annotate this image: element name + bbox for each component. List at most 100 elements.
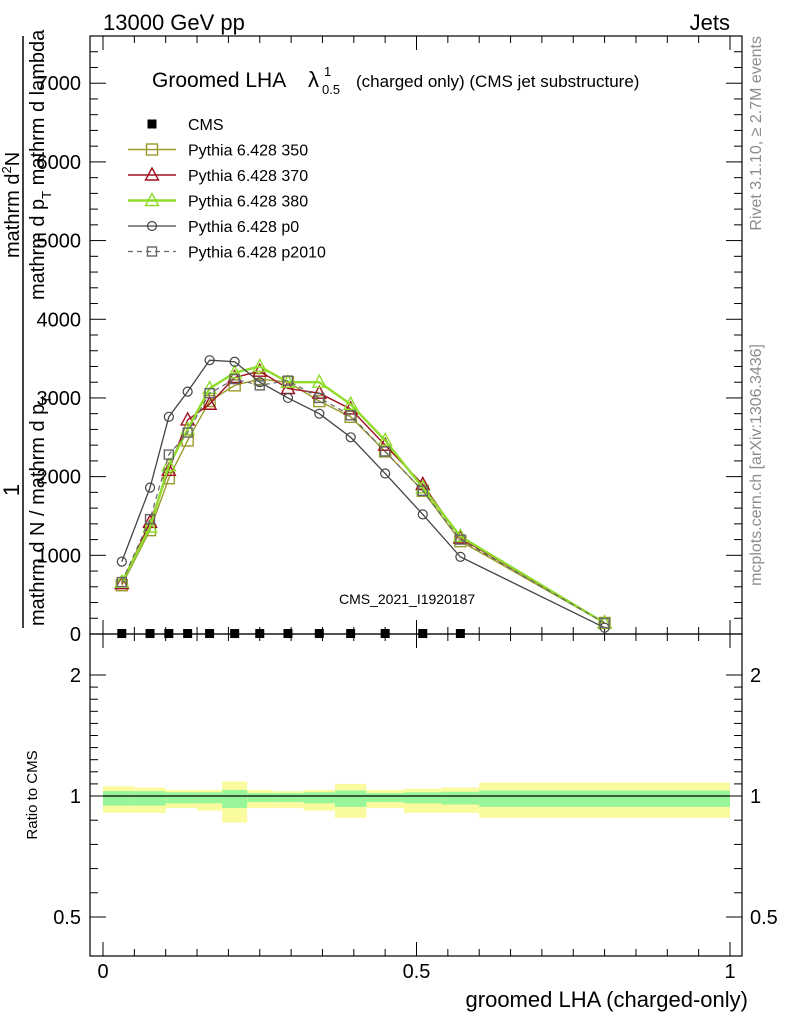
point-pythia-380 — [342, 395, 359, 410]
ratio-y-tick-label: 0.5 — [53, 907, 81, 929]
legend-item-pythia-p2010: Pythia 6.428 p2010 — [128, 245, 326, 262]
point-pythia-p2010 — [314, 392, 325, 404]
point-cms — [145, 629, 155, 639]
header-right: Jets — [690, 10, 730, 35]
ratio-inner-band — [441, 791, 480, 805]
point-pythia-p2010 — [182, 427, 193, 438]
rivet-label: Rivet 3.1.10, ≥ 2.7M events — [748, 36, 765, 231]
point-pythia-350 — [253, 372, 266, 386]
x-tick-label: 0.5 — [403, 961, 431, 983]
ratio-y-tick-label-right: 1 — [750, 786, 761, 808]
point-cms — [455, 629, 465, 639]
point-pythia-370 — [201, 395, 218, 410]
plot-title-sub: 0.5 — [322, 82, 340, 97]
ratio-inner-band — [403, 792, 442, 804]
series-line-pythia-380 — [120, 365, 606, 625]
legend-item-pythia-p0: Pythia 6.428 p0 — [128, 219, 299, 236]
point-pythia-p2010 — [254, 380, 265, 391]
point-pythia-370 — [311, 384, 327, 399]
point-pythia-p2010 — [417, 485, 428, 496]
legend-label: CMS — [188, 117, 224, 134]
point-cms — [117, 629, 127, 639]
point-pythia-p2010 — [379, 446, 391, 457]
plot-title: Groomed LHA λ 1 0.5 (charged only) (CMS … — [152, 64, 639, 97]
point-pythia-p0 — [314, 408, 325, 419]
series-line-pythia-370 — [121, 370, 605, 624]
legend-label: Pythia 6.428 350 — [188, 143, 308, 160]
point-pythia-p0 — [116, 556, 127, 567]
point-cms — [380, 629, 390, 639]
point-pythia-p0 — [229, 356, 240, 367]
y-tick-label: 0 — [70, 624, 81, 646]
point-cms — [164, 629, 174, 639]
point-pythia-p0 — [417, 509, 428, 520]
y-label-numerator-top: mathrm d2N — [0, 152, 24, 258]
series-line-pythia-p0 — [121, 359, 605, 629]
y-label-one: 1 — [0, 484, 24, 496]
ratio-inner-band — [165, 792, 198, 804]
ratio-inner-band — [272, 792, 304, 803]
point-pythia-p0 — [144, 482, 156, 493]
point-pythia-p2010 — [345, 410, 356, 421]
point-pythia-p0 — [163, 411, 174, 422]
legend-label: Pythia 6.428 p0 — [188, 219, 299, 236]
point-pythia-380 — [252, 358, 268, 373]
point-pythia-p0 — [182, 386, 193, 397]
main-axes: 0 1000 2000 3000 4000 5000 6000 7000 — [37, 35, 742, 646]
mcplots-label: mcplots.cern.ch [arXiv:1306.3436] — [748, 344, 765, 586]
point-pythia-p0 — [380, 468, 391, 479]
plot-title-main: Groomed LHA — [152, 69, 286, 92]
ratio-inner-band — [334, 790, 367, 807]
y-tick-label: 4000 — [37, 309, 82, 331]
y-tick-label: 6000 — [37, 152, 82, 174]
point-pythia-370 — [252, 362, 268, 377]
y-label-denominator: mathrm d N / mathrm d pT — [27, 396, 54, 626]
point-cms — [418, 629, 428, 639]
series-pythia-p2010 — [116, 373, 610, 629]
point-pythia-p0 — [282, 392, 294, 404]
y-tick-label: 2000 — [37, 467, 82, 489]
legend-item-pythia-350: Pythia 6.428 350 — [128, 143, 308, 160]
legend-marker — [146, 220, 158, 232]
point-cms — [255, 629, 265, 639]
point-cms — [283, 629, 293, 639]
legend-label: Pythia 6.428 380 — [188, 194, 308, 211]
point-pythia-350 — [162, 472, 176, 485]
legend-marker — [146, 246, 158, 257]
legend-marker — [147, 119, 157, 129]
ratio-inner-band — [479, 790, 730, 807]
y-tick-label: 1000 — [37, 545, 82, 567]
watermark: CMS_2021_I1920187 — [339, 591, 475, 607]
legend-marker — [144, 166, 160, 181]
plot-title-rest: (charged only) (CMS jet substructure) — [356, 72, 639, 91]
point-pythia-p2010 — [116, 576, 128, 588]
legend-item-cms: CMS — [147, 117, 224, 134]
y-label-numerator-bottom: mathrm d pT mathrm d lambda — [27, 29, 54, 300]
point-pythia-380 — [377, 431, 393, 447]
point-cms — [314, 629, 324, 639]
point-pythia-370 — [226, 369, 243, 384]
legend-marker — [144, 192, 160, 207]
point-pythia-370 — [161, 461, 177, 477]
series-cms — [117, 629, 465, 639]
ratio-y-tick-label: 1 — [70, 786, 81, 808]
y-tick-label: 5000 — [37, 231, 82, 253]
ratio-inner-band — [247, 792, 273, 803]
point-pythia-p2010 — [229, 373, 240, 385]
ratio-y-label: Ratio to CMS — [24, 750, 41, 839]
ratio-inner-band — [103, 791, 135, 806]
series-pythia-380 — [114, 358, 613, 629]
point-pythia-380 — [311, 373, 327, 388]
point-cms — [205, 629, 215, 639]
ratio-inner-band — [222, 789, 248, 809]
legend-marker — [145, 143, 159, 156]
legend-item-pythia-380: Pythia 6.428 380 — [128, 192, 308, 211]
point-pythia-370 — [179, 411, 196, 426]
point-pythia-p2010 — [163, 449, 175, 460]
ratio-bands — [103, 781, 730, 823]
series-line-pythia-p2010 — [121, 378, 605, 624]
point-pythia-370 — [114, 575, 130, 590]
plot-title-lambda: λ — [308, 67, 319, 92]
ratio-inner-band — [303, 792, 335, 804]
